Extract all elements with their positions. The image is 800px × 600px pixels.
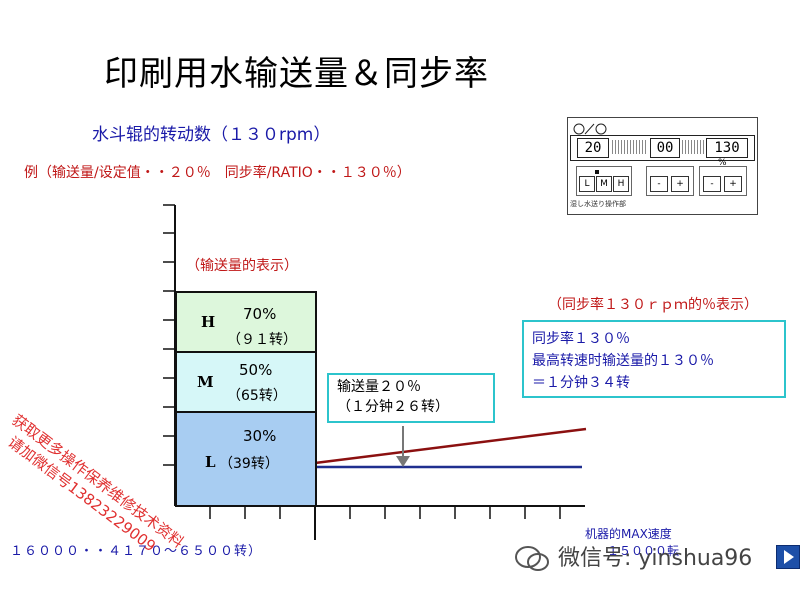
panel-minus-button-2[interactable]: - (703, 176, 721, 192)
panel-value-right: 130 (706, 138, 748, 158)
control-panel: 20 00 130 L M H - + % - + (567, 117, 758, 215)
subtitle: 水斗辊的转动数（１３０rpm） (92, 125, 331, 145)
wechat-icon (515, 546, 549, 571)
x-axis-right-label: 机器的MAX速度 １５０００転 (585, 526, 679, 560)
sync-callout-line3: ＝１分钟３４转 (532, 375, 630, 391)
sync-callout-line2: 最高转速时输送量的１３０％ (532, 353, 714, 369)
bar-low-letter: L (205, 453, 216, 471)
bar-low: 30% L （39转） (175, 411, 317, 507)
panel-indicator-dot (595, 170, 599, 174)
panel-slash-icon (584, 123, 595, 135)
bar-low-percent: 30% (243, 427, 277, 445)
x-axis-left-label: １６０００・・４１７０～６５００转） (10, 544, 263, 559)
panel-value-left: 20 (577, 138, 609, 158)
x-axis-right-line1: 机器的MAX速度 (585, 527, 672, 541)
play-icon[interactable] (776, 545, 800, 569)
bar-medium-letter: M (197, 373, 214, 391)
delivery-display-label: （输送量的表示） (186, 258, 298, 274)
bar-high-percent: 70% (243, 305, 277, 323)
bar-high-rev: （９１转） (227, 332, 297, 348)
panel-hatch-2 (682, 140, 704, 154)
panel-circle-icon-2 (595, 123, 607, 135)
example-text: 例（输送量/设定值・・２０％ 同步率/RATIO・・１３０％） (24, 165, 411, 181)
panel-value-mid: 00 (650, 138, 680, 158)
panel-plus-button-2[interactable]: + (724, 176, 742, 192)
sync-callout: 同步率１３０％ 最高转速时输送量的１３０％ ＝１分钟３４转 (522, 320, 786, 398)
panel-icons (573, 123, 607, 135)
sync-rate-line (314, 427, 587, 465)
panel-circle-icon (573, 123, 585, 135)
panel-button-l[interactable]: L (579, 176, 595, 192)
bar-medium: M 50% （65转） (175, 351, 317, 413)
panel-group-2 (646, 166, 694, 196)
delivery-callout-line2: （１分钟２６转） (337, 399, 449, 415)
bar-high: H 70% （９１转） (175, 291, 317, 353)
panel-percent-unit: % (718, 158, 727, 168)
panel-plus-button-1[interactable]: + (671, 176, 689, 192)
panel-hatch-1 (612, 140, 646, 154)
panel-button-h[interactable]: H (613, 176, 629, 192)
x-axis-right-line2: １５０００転 (607, 544, 680, 558)
panel-lmh-group (576, 166, 632, 196)
delivery-callout: 输送量２０％ （１分钟２６转） (327, 373, 495, 423)
panel-button-m[interactable]: M (596, 176, 612, 192)
bar-high-letter: H (201, 313, 216, 331)
panel-display-frame (570, 135, 755, 161)
bar-medium-rev: （65转） (227, 388, 287, 404)
sync-display-label: （同步率１３０ｒｐｍ的％表示） (548, 297, 758, 313)
delivery-callout-line1: 输送量２０％ (337, 379, 421, 395)
wechat-id: 微信号: yinshua96 (558, 546, 753, 571)
panel-caption: 湿し水送り操作部 (570, 200, 626, 208)
bar-medium-percent: 50% (239, 361, 273, 379)
page-title: 印刷用水输送量＆同步率 (104, 54, 489, 94)
bar-low-rev: （39转） (219, 456, 279, 472)
panel-minus-button-1[interactable]: - (650, 176, 668, 192)
callout-arrow-head (396, 456, 410, 467)
sync-callout-line1: 同步率１３０％ (532, 331, 630, 347)
panel-group-3 (699, 166, 747, 196)
